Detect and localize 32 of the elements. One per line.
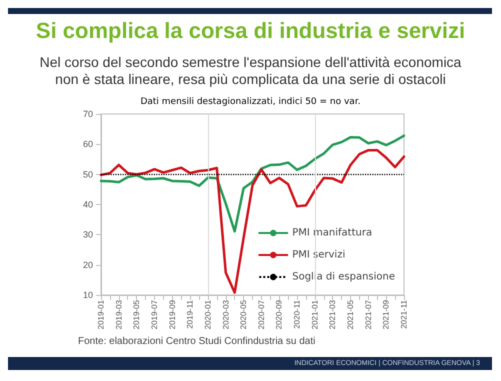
x-tick-label: 2021-09 — [382, 299, 391, 330]
x-tick-label: 2019-03 — [114, 299, 124, 330]
text: Dati mensili destagionalizzati, indici 50 = no var. — [139, 97, 362, 107]
x-tick-label: 2019-11 — [186, 299, 195, 329]
y-tick-label: 20 — [82, 260, 93, 270]
legend-label: Soglia di espansione — [292, 272, 396, 282]
y-tick-label: 70 — [82, 109, 93, 119]
x-tick-label: 2020-03 — [221, 299, 230, 330]
x-tick-label: 2019-01 — [96, 299, 106, 330]
x-tick-label: 2020-07 — [256, 299, 266, 330]
x-tick-label: 2021-03 — [328, 299, 338, 330]
x-tick-label: 2020-05 — [239, 299, 248, 330]
legend-label: PMI manifattura — [292, 228, 372, 238]
source-note: Fonte: elaborazioni Centro Studi Confindustria su dati — [78, 336, 316, 347]
y-tick-label: 10 — [82, 290, 93, 300]
y-tick-label: 50 — [82, 169, 93, 180]
x-tick-label: 2021-05 — [346, 299, 356, 330]
x-tick-label: 2019-07 — [150, 299, 159, 330]
x-tick-label: 2020-01 — [203, 299, 212, 330]
chart-subtitle: Nel corso del secondo semestre l'espansione dell'attività economica non è stata lineare, resa più complicata da una serie di ostacoli — [38, 54, 462, 88]
x-tick-label: 2021-11 — [400, 299, 408, 329]
x-tick-label: 2021-01 — [310, 299, 320, 330]
x-tick-label: 2019-05 — [132, 299, 142, 330]
x-tick-label: 2020-09 — [274, 299, 284, 330]
x-tick-label: 2020-11 — [292, 299, 302, 329]
x-tick-label: 2021-07 — [364, 299, 373, 330]
y-tick-label: 60 — [82, 139, 93, 150]
chart-title: Si complica la corsa di industria e servizi — [34, 18, 466, 44]
y-tick-label: 30 — [82, 230, 93, 240]
y-tick-label: 40 — [82, 200, 93, 210]
legend-label: PMI servizi — [292, 250, 346, 260]
x-tick-label: 2019-09 — [168, 299, 177, 330]
